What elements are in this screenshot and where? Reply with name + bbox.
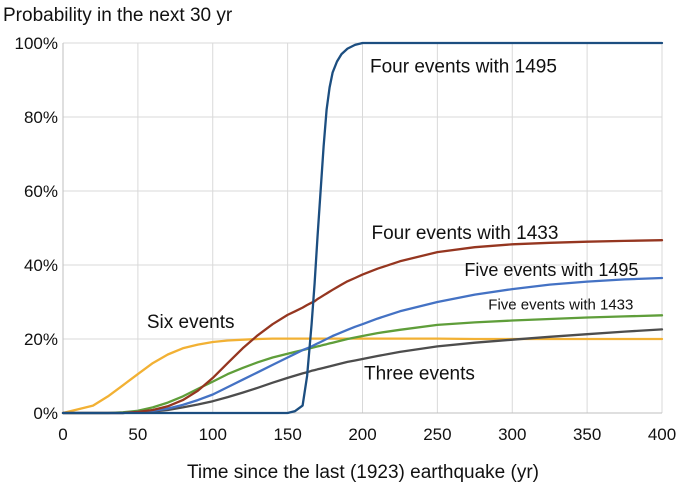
x-tick-labels: 0 50 100 150 200 250 300 350 400 xyxy=(58,425,676,444)
x-tick-label: 400 xyxy=(648,425,676,444)
series-line-5 xyxy=(61,337,664,415)
y-tick-label: 100% xyxy=(15,34,58,53)
y-tick-label: 80% xyxy=(24,108,58,127)
y-tick-labels: 0% 20% 40% 60% 80% 100% xyxy=(15,34,58,423)
x-tick-label: 200 xyxy=(348,425,376,444)
series-label: Four events with 1495 xyxy=(370,57,557,78)
series-label: Four events with 1433 xyxy=(371,223,558,244)
gridlines xyxy=(62,42,663,414)
series-line-2 xyxy=(61,239,664,415)
x-tick-label: 0 xyxy=(58,425,67,444)
x-axis-title: Time since the last (1923) earthquake (y… xyxy=(187,462,539,483)
x-tick-label: 100 xyxy=(199,425,227,444)
x-tick-label: 300 xyxy=(498,425,526,444)
series-label: Five events with 1495 xyxy=(464,260,638,280)
y-tick-label: 0% xyxy=(33,404,58,423)
series-label: Five events with 1433 xyxy=(488,296,633,313)
x-tick-label: 250 xyxy=(423,425,451,444)
series-line-3 xyxy=(61,276,664,415)
series-labels: Four events with 1495 Four events with 14… xyxy=(147,57,639,385)
y-tick-label: 40% xyxy=(24,256,58,275)
y-axis-title: Probability in the next 30 yr xyxy=(3,5,233,26)
series-line-1 xyxy=(61,41,664,415)
x-tick-label: 150 xyxy=(273,425,301,444)
x-tick-label: 50 xyxy=(128,425,147,444)
series-line-4 xyxy=(61,314,664,415)
series-label: Three events xyxy=(364,364,475,385)
y-tick-label: 20% xyxy=(24,330,58,349)
y-tick-label: 60% xyxy=(24,182,58,201)
series-label: Six events xyxy=(147,312,235,333)
series-lines xyxy=(61,41,664,415)
x-tick-label: 350 xyxy=(573,425,601,444)
series-line-6 xyxy=(61,328,664,415)
